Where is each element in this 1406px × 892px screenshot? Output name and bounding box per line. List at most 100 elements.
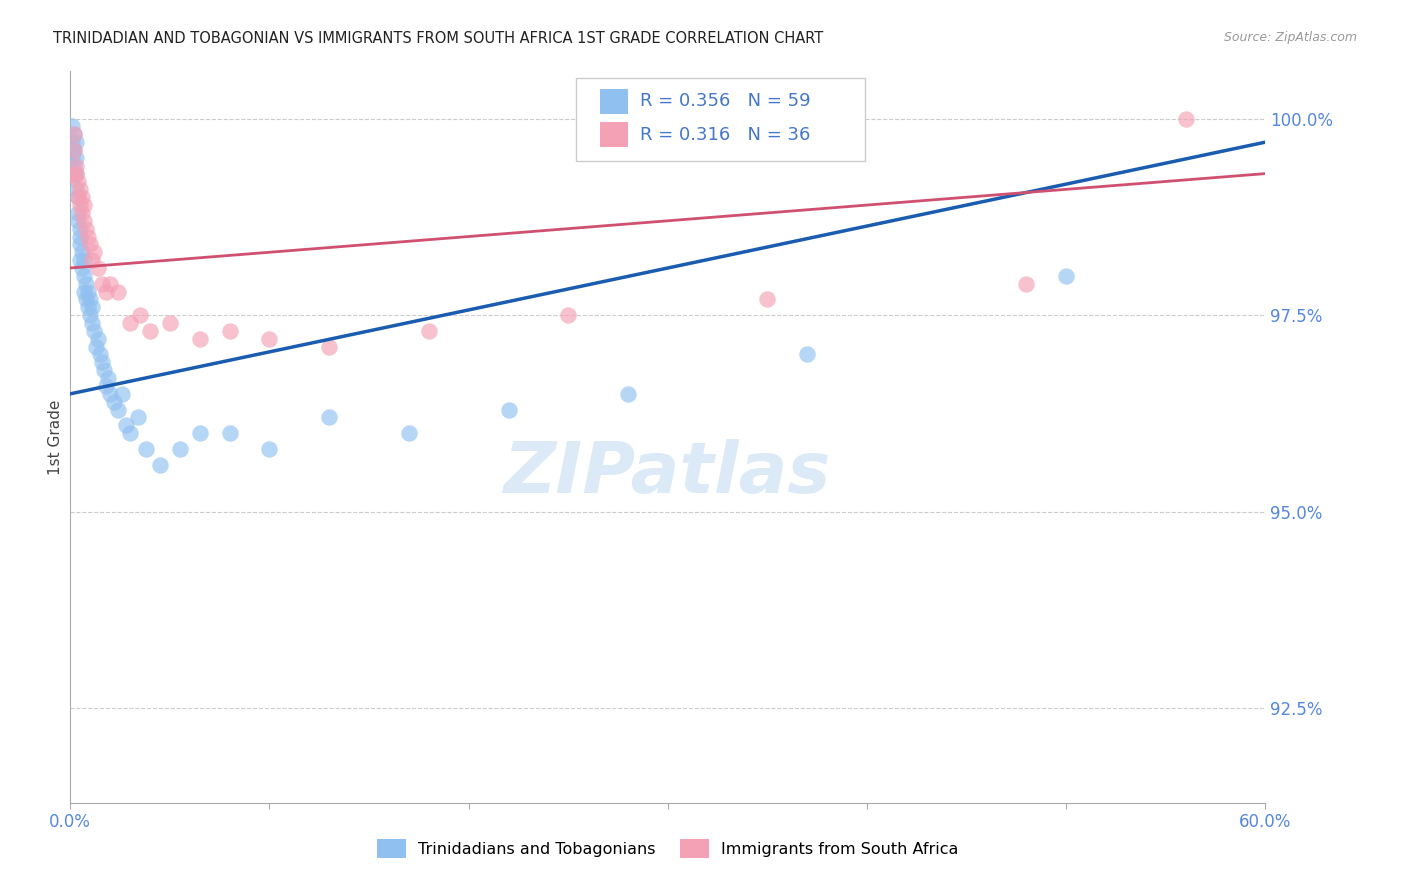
Point xyxy=(498,402,520,417)
Point xyxy=(67,206,90,220)
Point xyxy=(60,167,83,181)
Point xyxy=(87,260,110,275)
Point xyxy=(89,347,111,361)
Point xyxy=(65,167,87,181)
Point xyxy=(63,167,86,181)
Point xyxy=(1174,112,1197,126)
Point xyxy=(115,418,138,433)
Point xyxy=(120,426,141,441)
Point xyxy=(65,182,87,196)
Point xyxy=(69,221,91,235)
Point xyxy=(77,301,100,315)
Point xyxy=(63,143,86,157)
Point xyxy=(67,214,90,228)
Point xyxy=(75,221,97,235)
Point xyxy=(70,245,93,260)
Point xyxy=(218,426,240,441)
Point xyxy=(617,387,640,401)
Point xyxy=(87,332,110,346)
Point xyxy=(169,442,191,456)
Point xyxy=(79,308,101,322)
Point xyxy=(73,253,96,268)
Point xyxy=(91,355,114,369)
Point xyxy=(82,253,104,268)
Point xyxy=(83,324,105,338)
Point xyxy=(149,458,172,472)
Point xyxy=(79,293,101,307)
Point xyxy=(188,426,211,441)
Point xyxy=(96,285,117,299)
Point xyxy=(65,151,87,165)
Point xyxy=(77,285,100,299)
Point xyxy=(79,237,101,252)
Point xyxy=(65,167,87,181)
Point xyxy=(69,182,91,196)
Point xyxy=(796,347,818,361)
Point xyxy=(259,442,281,456)
Point xyxy=(188,332,211,346)
Point xyxy=(98,277,121,291)
Point xyxy=(69,198,91,212)
Text: R = 0.356   N = 59: R = 0.356 N = 59 xyxy=(640,92,810,111)
Point xyxy=(83,245,105,260)
Point xyxy=(96,379,117,393)
Point xyxy=(1015,277,1038,291)
Point xyxy=(65,135,87,149)
Point xyxy=(129,308,152,322)
Point xyxy=(107,285,129,299)
Point xyxy=(70,206,93,220)
Point xyxy=(135,442,157,456)
Text: R = 0.316   N = 36: R = 0.316 N = 36 xyxy=(640,126,810,144)
Point xyxy=(73,285,96,299)
Point xyxy=(67,190,90,204)
Text: ZIPatlas: ZIPatlas xyxy=(505,439,831,508)
Point xyxy=(67,174,90,188)
Point xyxy=(63,128,86,142)
Point xyxy=(69,253,91,268)
Point xyxy=(73,214,96,228)
Point xyxy=(93,363,115,377)
Point xyxy=(63,159,86,173)
Point xyxy=(259,332,281,346)
Point xyxy=(63,143,86,157)
Point xyxy=(70,260,93,275)
Point xyxy=(159,316,181,330)
Point xyxy=(70,190,93,204)
Point xyxy=(75,293,97,307)
Point xyxy=(73,268,96,283)
Point xyxy=(139,324,162,338)
Point xyxy=(103,394,125,409)
Y-axis label: 1st Grade: 1st Grade xyxy=(48,400,63,475)
Text: TRINIDADIAN AND TOBAGONIAN VS IMMIGRANTS FROM SOUTH AFRICA 1ST GRADE CORRELATION: TRINIDADIAN AND TOBAGONIAN VS IMMIGRANTS… xyxy=(53,31,824,46)
Point xyxy=(77,229,100,244)
Point xyxy=(1054,268,1077,283)
Legend: Trinidadians and Tobagonians, Immigrants from South Africa: Trinidadians and Tobagonians, Immigrants… xyxy=(371,833,965,864)
Point xyxy=(63,128,86,142)
Point xyxy=(60,120,83,134)
Point xyxy=(84,340,107,354)
Point xyxy=(756,293,779,307)
Point xyxy=(418,324,440,338)
Text: Source: ZipAtlas.com: Source: ZipAtlas.com xyxy=(1223,31,1357,45)
Point xyxy=(318,340,340,354)
Point xyxy=(65,159,87,173)
Point xyxy=(218,324,240,338)
Point xyxy=(67,190,90,204)
Point xyxy=(91,277,114,291)
Point xyxy=(60,151,83,165)
Point xyxy=(557,308,579,322)
Point xyxy=(398,426,420,441)
Point xyxy=(107,402,129,417)
Point xyxy=(73,198,96,212)
Point xyxy=(69,229,91,244)
Point xyxy=(120,316,141,330)
Point xyxy=(69,237,91,252)
Point xyxy=(60,143,83,157)
Point xyxy=(127,410,149,425)
Point xyxy=(97,371,120,385)
Point xyxy=(111,387,134,401)
Point xyxy=(318,410,340,425)
Point xyxy=(75,277,97,291)
Point xyxy=(60,135,83,149)
Point xyxy=(98,387,121,401)
